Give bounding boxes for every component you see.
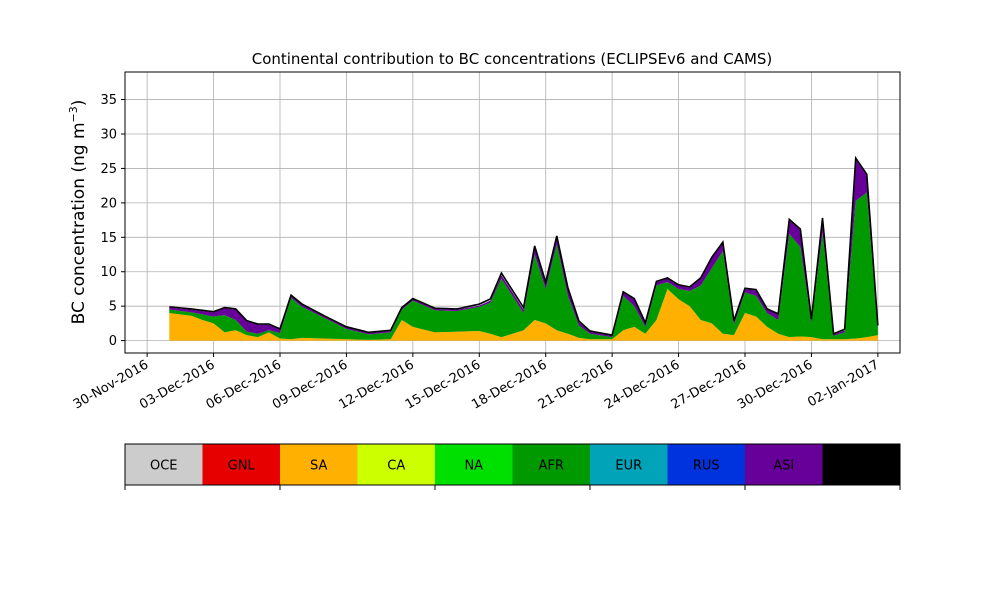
legend-swatch-afr (512, 444, 590, 485)
y-tick-label: 35 (100, 93, 117, 108)
legend-label-asi: ASI (773, 459, 794, 474)
legend-label-na: NA (464, 459, 483, 474)
y-tick-label: 15 (100, 231, 117, 246)
area-oce (169, 158, 878, 336)
legend-swatch-gnl (202, 444, 280, 485)
legend-swatch-eur (590, 444, 668, 485)
legend-label-aus: AUS (848, 459, 875, 474)
legend-label-gnl: GNL (228, 459, 256, 474)
legend-label-ca: CA (387, 459, 405, 474)
x-axis: 30-Nov-201603-Dec-201606-Dec-201609-Dec-… (71, 353, 882, 413)
x-tick-label: 02-Jan-2017 (805, 357, 882, 410)
chart-title: Continental contribution to BC concentra… (252, 50, 773, 68)
legend-swatch-asi (745, 444, 823, 485)
y-axis-label: BC concentration (ng m−3) (67, 100, 89, 325)
legend-colorbar: OCE GNL SA CA NA AFR EUR RUS ASI AUS (124, 443, 901, 490)
area-sa (169, 288, 878, 341)
legend-swatch-oce (125, 444, 203, 485)
total-concentration-line (169, 155, 879, 337)
legend-label-eur: EUR (615, 459, 642, 474)
legend-swatch-na (435, 444, 513, 485)
legend-frame (124, 443, 901, 486)
y-tick-label: 10 (100, 265, 117, 280)
y-tick-label: 0 (109, 334, 117, 349)
legend-label-rus: RUS (693, 459, 720, 474)
legend-swatch-aus (822, 444, 900, 485)
legend-label-afr: AFR (539, 459, 564, 474)
legend-swatch-ca (357, 444, 435, 485)
y-tick-label: 25 (100, 162, 117, 177)
legend-label-sa: SA (310, 459, 327, 474)
stacked-areas (169, 158, 878, 341)
legend-swatch-rus (667, 444, 745, 485)
y-tick-label: 5 (109, 300, 117, 315)
plot-frame (124, 71, 901, 354)
area-asi (169, 159, 878, 338)
legend-swatch-sa (280, 444, 358, 485)
y-tick-label: 20 (100, 196, 117, 211)
x-tick-label: 30-Dec-2016 (735, 357, 815, 412)
y-tick-label: 30 (100, 127, 117, 142)
area-afr (169, 192, 878, 340)
y-axis: 0 5 10 15 20 25 30 35 (100, 93, 125, 349)
legend-label-oce: OCE (150, 459, 178, 474)
